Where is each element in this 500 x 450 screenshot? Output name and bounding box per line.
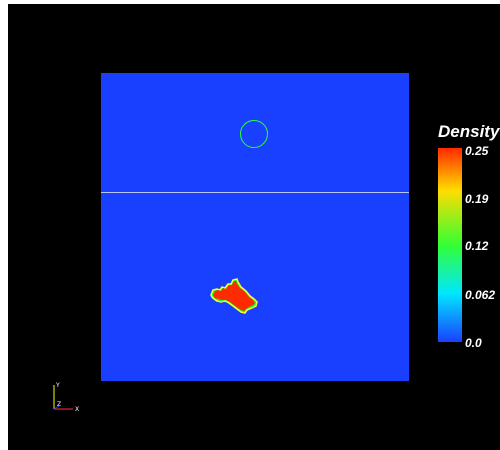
- colorbar-tick-min: 0.0: [465, 336, 482, 350]
- z-axis-line: [53, 405, 60, 410]
- colorbar-tick-4: 0.062: [465, 288, 496, 302]
- y-axis-label: Y: [55, 382, 60, 389]
- colorbar-title: Density: [438, 122, 500, 141]
- density-field: [101, 73, 409, 381]
- render-viewport[interactable]: Density 0.25 0.19 0.12 0.062 0.0 Y Z X: [8, 4, 500, 450]
- colorbar-tick-max: 0.25: [465, 144, 489, 158]
- colorbar-tick-2: 0.19: [465, 192, 489, 206]
- density-colorbar: [438, 148, 462, 342]
- z-axis-label: Z: [57, 401, 61, 408]
- interface-line: [101, 192, 409, 193]
- high-density-blob: [210, 278, 258, 314]
- orientation-axes: Y Z X: [53, 382, 79, 413]
- low-density-contour-circle: [240, 120, 268, 148]
- colorbar-tick-3: 0.12: [465, 239, 489, 253]
- x-axis-label: X: [75, 406, 79, 413]
